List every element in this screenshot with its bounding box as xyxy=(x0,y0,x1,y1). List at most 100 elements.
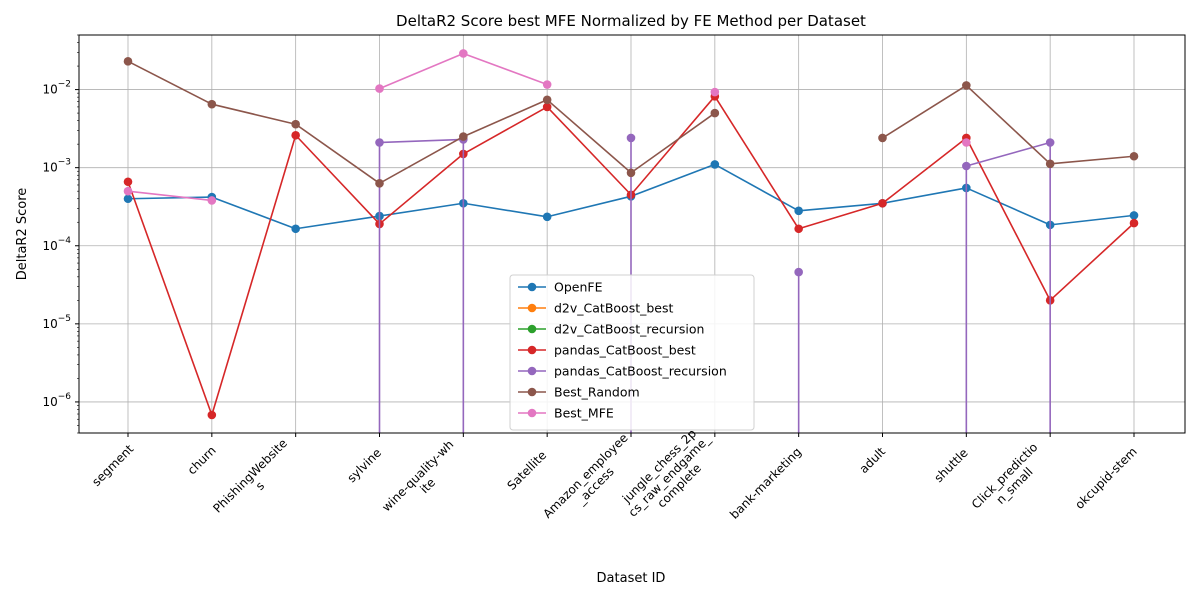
data-point xyxy=(375,179,384,188)
x-tick-label: Satellite xyxy=(505,448,550,493)
legend-label: OpenFE xyxy=(554,280,603,295)
series-segment xyxy=(882,187,967,205)
legend: OpenFE d2v_CatBoost_best d2v_CatBoost_recu… xyxy=(509,274,755,431)
plot-area xyxy=(78,34,1186,434)
x-axis-label: Dataset ID xyxy=(597,571,666,586)
data-point xyxy=(1129,218,1139,228)
data-point xyxy=(1129,211,1139,220)
series-Best_Random xyxy=(123,57,1139,188)
series-segment xyxy=(211,103,296,126)
series-segment xyxy=(463,202,548,218)
data-point xyxy=(962,138,971,147)
legend-box xyxy=(509,274,755,431)
series-segment xyxy=(211,196,296,230)
legend-item: Best_Random xyxy=(518,385,640,400)
series-segment xyxy=(379,138,464,144)
series-segment xyxy=(630,163,716,198)
data-point xyxy=(207,99,217,109)
legend-swatch-marker xyxy=(527,408,537,418)
y-tick-label: 10−2 xyxy=(42,80,71,97)
x-tick-label: Click_prediction_small xyxy=(969,440,1050,521)
legend-item: d2v_CatBoost_best xyxy=(518,301,673,316)
data-point xyxy=(459,49,468,58)
series-segment xyxy=(1050,155,1135,165)
legend-item: pandas_CatBoost_best xyxy=(518,343,696,358)
legend-swatch-marker xyxy=(527,387,537,397)
data-point xyxy=(123,177,133,187)
series-segment xyxy=(966,141,1051,167)
data-point xyxy=(207,410,217,420)
data-point xyxy=(375,138,384,147)
x-tick-label: bank-marketing xyxy=(727,445,804,522)
series-segment xyxy=(127,60,213,105)
data-point xyxy=(542,212,552,222)
legend-item: OpenFE xyxy=(518,280,603,295)
data-point xyxy=(710,160,720,169)
data-point xyxy=(878,133,887,143)
series-segment xyxy=(798,202,883,230)
data-point xyxy=(123,57,133,66)
series-segment xyxy=(295,134,381,225)
y-tick-label: 10−4 xyxy=(42,236,71,253)
series-segment xyxy=(882,84,967,139)
y-tick-label: 10−6 xyxy=(42,392,71,409)
series-segment xyxy=(462,106,548,155)
series-segment xyxy=(1050,214,1135,226)
legend-swatch-marker xyxy=(527,366,537,376)
data-point xyxy=(794,206,803,216)
data-point xyxy=(962,161,971,171)
series-segment xyxy=(630,112,716,174)
series-pandas_CatBoost_best xyxy=(123,92,1139,420)
data-point xyxy=(542,102,552,112)
data-point xyxy=(542,80,552,89)
series-Best_MFE xyxy=(123,49,971,205)
series-segment xyxy=(378,153,464,225)
legend-label: d2v_CatBoost_recursion xyxy=(554,322,704,337)
x-tick-label: Amazon_employee_access xyxy=(540,431,640,531)
legend-item: pandas_CatBoost_recursion xyxy=(518,364,727,379)
data-point xyxy=(291,130,300,140)
x-tick-label: sylvine xyxy=(344,446,384,486)
series-segment xyxy=(295,123,380,184)
x-tick-label: okcupid-stem xyxy=(1072,444,1139,511)
legend-label: Best_MFE xyxy=(554,406,614,421)
legend-label: pandas_CatBoost_best xyxy=(554,343,696,358)
data-point xyxy=(459,132,468,141)
series-segment xyxy=(965,84,1051,165)
series-segment xyxy=(714,95,800,230)
series-segment xyxy=(798,202,883,212)
series-segment xyxy=(127,196,212,200)
data-point xyxy=(878,198,887,208)
y-axis: 10−6 10−5 10−4 10−3 10−2 xyxy=(42,34,79,434)
legend-label: d2v_CatBoost_best xyxy=(554,301,673,316)
data-point xyxy=(626,133,636,143)
x-tick-label: adult xyxy=(857,444,889,476)
series-segment xyxy=(127,190,212,202)
y-axis-label: DeltaR2 Score xyxy=(15,188,30,281)
x-tick-label: PhishingWebsites xyxy=(210,436,299,525)
legend-item: d2v_CatBoost_recursion xyxy=(518,322,704,337)
x-tick-label: churn xyxy=(185,443,219,477)
series-segment xyxy=(882,137,967,204)
legend-label: pandas_CatBoost_recursion xyxy=(554,364,727,379)
chart-title: DeltaR2 Score best MFE Normalized by FE … xyxy=(396,12,866,30)
legend-swatch-marker xyxy=(527,303,537,313)
series-segment xyxy=(379,135,464,185)
series-segment xyxy=(379,52,464,90)
data-point xyxy=(710,108,720,118)
series-segment xyxy=(463,52,548,86)
series-segment xyxy=(295,215,380,230)
legend-label: Best_Random xyxy=(554,385,640,400)
data-point xyxy=(207,196,217,205)
x-tick-label: segment xyxy=(89,442,136,489)
data-point xyxy=(1129,151,1139,161)
data-point xyxy=(626,168,636,178)
data-point xyxy=(962,81,971,90)
series-segment xyxy=(1049,222,1135,301)
legend-swatch-marker xyxy=(527,282,537,292)
series-segment xyxy=(463,99,548,138)
data-point xyxy=(1045,159,1055,169)
series-segment xyxy=(630,95,716,196)
